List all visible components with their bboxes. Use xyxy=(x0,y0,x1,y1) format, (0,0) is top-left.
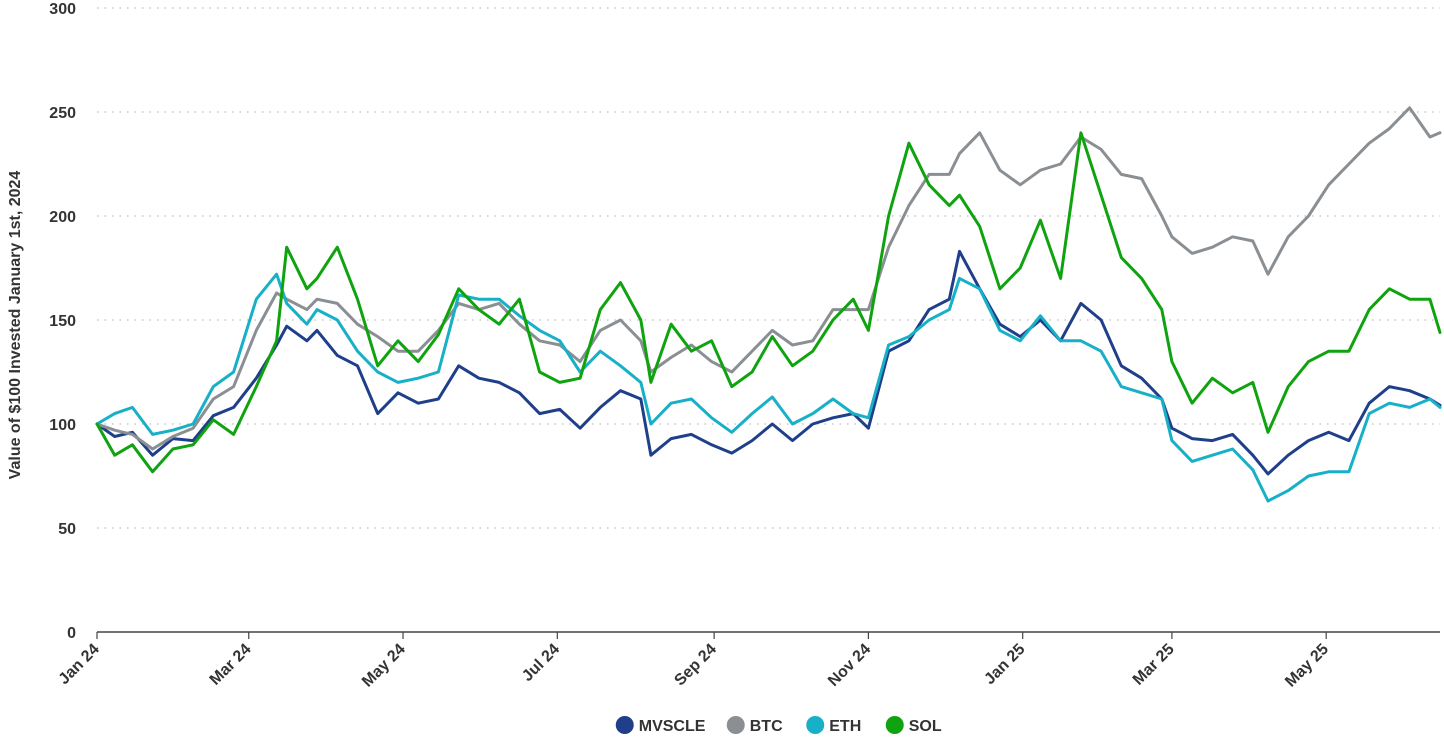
series-line-sol xyxy=(95,131,1442,474)
y-tick-label: 200 xyxy=(49,209,76,226)
legend-label: ETH xyxy=(829,718,861,735)
y-axis-title: Value of $100 Invested January 1st, 2024 xyxy=(7,171,24,480)
y-tick-label: 300 xyxy=(49,1,76,18)
y-tick-label: 0 xyxy=(67,625,76,642)
x-tick-label: Jan 24 xyxy=(56,641,103,688)
y-tick-label: 100 xyxy=(49,417,76,434)
x-tick-label: Jan 25 xyxy=(981,641,1028,688)
x-tick-label: May 25 xyxy=(1282,641,1332,691)
series-line-btc xyxy=(95,106,1442,451)
x-tick-label: Sep 24 xyxy=(671,641,720,690)
y-tick-label: 50 xyxy=(58,521,76,538)
legend: MVSCLE BTC ETH SOL xyxy=(615,716,942,735)
legend-label: MVSCLE xyxy=(639,718,706,735)
series-lines xyxy=(95,106,1442,503)
legend-item-eth[interactable]: ETH xyxy=(806,716,861,735)
series-line-mvscle xyxy=(95,249,1442,476)
legend-label: SOL xyxy=(909,718,942,735)
legend-swatch xyxy=(885,716,904,734)
legend-label: BTC xyxy=(750,718,783,735)
x-tick-label: May 24 xyxy=(359,641,409,691)
legend-item-mvscle[interactable]: MVSCLE xyxy=(615,716,706,735)
y-tick-label: 250 xyxy=(49,105,76,122)
y-axis-ticks: 0 50 100 150 200 250 300 xyxy=(49,1,76,642)
y-tick-label: 150 xyxy=(49,313,76,330)
legend-swatch xyxy=(806,716,825,734)
x-tick-label: Nov 24 xyxy=(825,641,874,690)
x-tick-label: Mar 24 xyxy=(207,641,255,689)
series-line-eth xyxy=(95,272,1442,503)
x-axis-ticks: Jan 24 Mar 24 May 24 Jul 24 Sep 24 Nov 24 Jan … xyxy=(56,632,1332,691)
x-tick-label: Jul 24 xyxy=(519,641,563,685)
legend-swatch xyxy=(726,716,745,734)
legend-swatch xyxy=(615,716,634,734)
legend-item-btc[interactable]: BTC xyxy=(726,716,783,735)
x-tick-label: Mar 25 xyxy=(1130,641,1178,689)
legend-item-sol[interactable]: SOL xyxy=(885,716,942,735)
